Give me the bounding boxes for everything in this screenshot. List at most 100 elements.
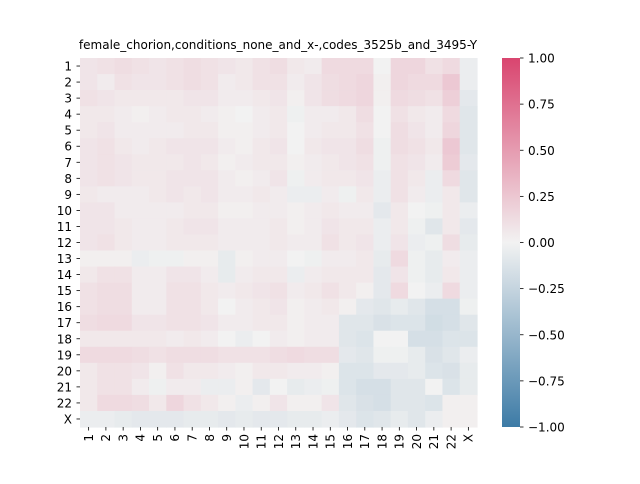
heatmap-cell-15-3	[114, 282, 133, 300]
heatmap-cell-19-16	[338, 346, 357, 364]
heatmap-cell-5-2	[97, 122, 116, 139]
heatmap-cell-3-13	[287, 90, 305, 107]
heatmap-cell-18-16	[338, 330, 357, 348]
heatmap-cell-2-6	[166, 74, 185, 91]
heatmap-cell-7-X	[459, 154, 478, 171]
heatmap-cell-7-4	[131, 154, 150, 171]
heatmap-cell-17-8	[200, 314, 219, 332]
heatmap-cell-18-10	[235, 330, 254, 348]
heatmap-cell-14-7	[183, 266, 202, 284]
heatmap-cell-20-17	[356, 362, 375, 380]
heatmap-cell-15-20	[407, 282, 426, 300]
heatmap-cell-4-9	[218, 106, 236, 123]
heatmap-cell-1-15	[321, 58, 340, 75]
heatmap-cell-16-7	[183, 298, 202, 316]
heatmap-cell-10-17	[356, 202, 375, 220]
heatmap-cell-22-3	[114, 394, 133, 412]
heatmap-cell-3-6	[166, 90, 185, 107]
heatmap-cells	[80, 58, 478, 428]
heatmap-cell-19-12	[269, 346, 288, 364]
heatmap-cell-15-15	[321, 282, 340, 300]
heatmap-cell-15-9	[218, 282, 236, 300]
heatmap-cell-9-2	[97, 186, 116, 203]
heatmap-cell-3-3	[114, 90, 133, 107]
heatmap-cell-11-X	[459, 218, 478, 236]
heatmap-cell-6-15	[321, 138, 340, 155]
heatmap-cell-14-5	[149, 266, 167, 284]
heatmap-cell-18-12	[269, 330, 288, 348]
heatmap-cell-12-9	[218, 234, 236, 252]
heatmap-cell-11-3	[114, 218, 133, 236]
x-axis-ticks: 1 2 3 4 5 6 7 8 9 10 11 12 13 14 15 16 17 18 19 20 21 22 X	[82, 427, 476, 449]
heatmap-cell-19-8	[200, 346, 219, 364]
heatmap-cell-6-X	[459, 138, 478, 155]
heatmap-cell-6-5	[149, 138, 167, 155]
heatmap-cell-X-9	[218, 410, 236, 428]
heatmap-cell-8-17	[356, 170, 375, 187]
heatmap-cell-6-10	[235, 138, 254, 155]
heatmap-cell-20-8	[200, 362, 219, 380]
heatmap-cell-14-22	[442, 266, 461, 284]
heatmap-cell-3-14	[304, 90, 323, 107]
heatmap-cell-8-16	[338, 170, 357, 187]
heatmap-cell-2-2	[97, 74, 116, 91]
heatmap-cell-18-9	[218, 330, 236, 348]
heatmap-cell-22-5	[149, 394, 167, 412]
heatmap-cell-10-19	[390, 202, 409, 220]
heatmap-cell-7-9	[218, 154, 236, 171]
heatmap-cell-16-9	[218, 298, 236, 316]
x-tick-label: 6	[168, 434, 182, 442]
x-tick-label: 21	[427, 434, 441, 449]
heatmap-cell-2-15	[321, 74, 340, 91]
colorbar-tick-label: 0.50	[528, 144, 555, 158]
heatmap-cell-17-1	[80, 314, 98, 332]
heatmap-cell-5-22	[442, 122, 461, 139]
heatmap-cell-X-18	[373, 410, 392, 428]
heatmap-cell-20-10	[235, 362, 254, 380]
heatmap-cell-18-1	[80, 330, 98, 348]
heatmap-cell-20-16	[338, 362, 357, 380]
heatmap-cell-1-21	[425, 58, 444, 75]
heatmap-cell-13-14	[304, 250, 323, 268]
heatmap-cell-6-19	[390, 138, 409, 155]
heatmap-cell-19-5	[149, 346, 167, 364]
heatmap-cell-17-17	[356, 314, 375, 332]
heatmap-cell-4-21	[425, 106, 444, 123]
heatmap-cell-17-7	[183, 314, 202, 332]
heatmap-cell-17-21	[425, 314, 444, 332]
heatmap-cell-9-11	[252, 186, 271, 203]
heatmap-cell-X-20	[407, 410, 426, 428]
x-tick-label: 11	[255, 434, 269, 449]
heatmap-cell-20-5	[149, 362, 167, 380]
heatmap-cell-10-12	[269, 202, 288, 220]
heatmap-cell-15-16	[338, 282, 357, 300]
heatmap-cell-9-20	[407, 186, 426, 203]
heatmap-cell-6-3	[114, 138, 133, 155]
heatmap-cell-3-20	[407, 90, 426, 107]
y-tick-label: 7	[64, 156, 72, 170]
heatmap-cell-8-18	[373, 170, 392, 187]
heatmap-cell-18-18	[373, 330, 392, 348]
heatmap-cell-22-14	[304, 394, 323, 412]
heatmap-cell-5-X	[459, 122, 478, 139]
heatmap-cell-1-14	[304, 58, 323, 75]
heatmap-cell-4-8	[200, 106, 219, 123]
heatmap-cell-21-10	[235, 378, 254, 396]
heatmap-cell-22-16	[338, 394, 357, 412]
heatmap-cell-22-10	[235, 394, 254, 412]
heatmap-cell-17-6	[166, 314, 185, 332]
heatmap-cell-1-1	[80, 58, 98, 75]
heatmap-cell-7-2	[97, 154, 116, 171]
heatmap-cell-13-20	[407, 250, 426, 268]
heatmap-cell-21-1	[80, 378, 98, 396]
heatmap-cell-7-3	[114, 154, 133, 171]
heatmap-cell-8-1	[80, 170, 98, 187]
heatmap-cell-22-11	[252, 394, 271, 412]
heatmap-cell-9-4	[131, 186, 150, 203]
heatmap-cell-X-11	[252, 410, 271, 428]
heatmap-cell-5-9	[218, 122, 236, 139]
heatmap-cell-10-16	[338, 202, 357, 220]
heatmap-cell-15-10	[235, 282, 254, 300]
heatmap-cell-X-19	[390, 410, 409, 428]
